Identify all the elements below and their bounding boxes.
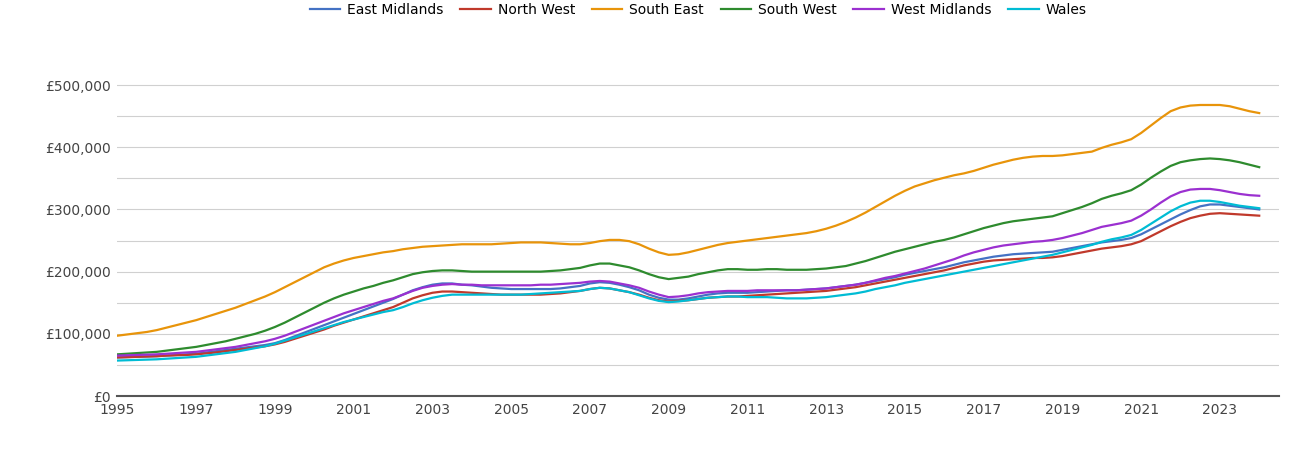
Line: East Midlands: East Midlands	[117, 204, 1259, 357]
North West	[110, 355, 125, 360]
South East	[1173, 105, 1189, 110]
East Midlands	[415, 284, 431, 290]
West Midlands	[1193, 186, 1208, 192]
Line: North West: North West	[117, 213, 1259, 357]
Wales	[1251, 206, 1267, 211]
West Midlands	[376, 298, 392, 304]
North West	[1212, 211, 1228, 216]
South East	[621, 238, 637, 244]
South West	[1173, 159, 1189, 165]
Line: Wales: Wales	[117, 201, 1259, 360]
South West	[1251, 164, 1267, 170]
South West	[621, 265, 637, 270]
Wales	[110, 358, 125, 363]
Wales	[415, 297, 431, 303]
South East	[110, 333, 125, 338]
Wales	[1173, 204, 1189, 209]
North West	[326, 323, 342, 328]
South West	[326, 296, 342, 301]
Wales	[1193, 198, 1208, 203]
East Midlands	[1173, 212, 1189, 217]
North West	[346, 317, 361, 322]
West Midlands	[326, 315, 342, 320]
South East	[326, 261, 342, 266]
North West	[621, 289, 637, 295]
East Midlands	[376, 300, 392, 306]
Legend: East Midlands, North West, South East, South West, West Midlands, Wales: East Midlands, North West, South East, S…	[309, 3, 1087, 17]
West Midlands	[1173, 189, 1189, 195]
East Midlands	[110, 355, 125, 360]
North West	[1173, 219, 1189, 225]
South West	[346, 289, 361, 294]
South West	[1202, 156, 1218, 161]
Wales	[346, 317, 361, 322]
West Midlands	[346, 307, 361, 313]
Wales	[621, 289, 637, 295]
East Midlands	[1202, 202, 1218, 207]
South East	[376, 250, 392, 255]
South East	[1193, 102, 1208, 108]
East Midlands	[621, 284, 637, 290]
Line: South West: South West	[117, 158, 1259, 354]
East Midlands	[326, 319, 342, 324]
North West	[1251, 213, 1267, 218]
West Midlands	[621, 283, 637, 288]
Wales	[376, 309, 392, 315]
Line: West Midlands: West Midlands	[117, 189, 1259, 356]
Wales	[326, 322, 342, 328]
South West	[376, 280, 392, 286]
North West	[415, 292, 431, 298]
West Midlands	[415, 285, 431, 291]
South East	[415, 244, 431, 249]
West Midlands	[110, 353, 125, 358]
North West	[376, 307, 392, 313]
Line: South East: South East	[117, 105, 1259, 336]
East Midlands	[1251, 207, 1267, 212]
South West	[415, 270, 431, 275]
West Midlands	[1251, 193, 1267, 198]
South East	[346, 255, 361, 261]
East Midlands	[346, 311, 361, 317]
South East	[1251, 110, 1267, 116]
South West	[110, 351, 125, 357]
